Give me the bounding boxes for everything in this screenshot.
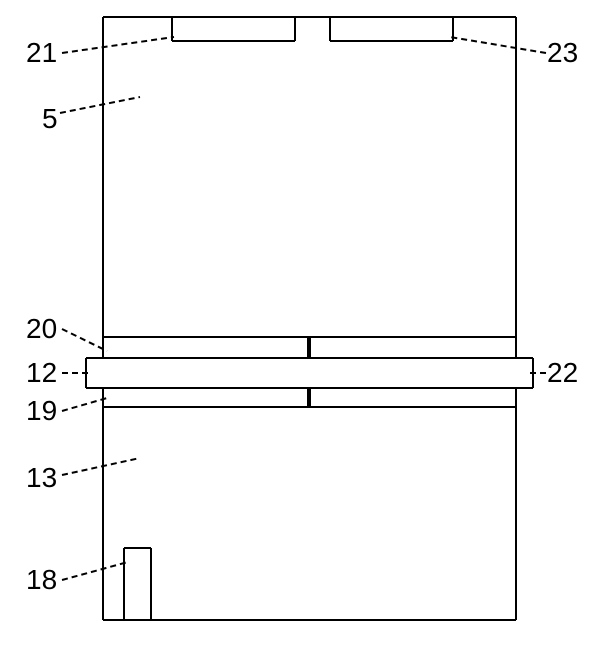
label-22: 22 <box>547 357 578 389</box>
technical-diagram <box>0 0 611 655</box>
label-18: 18 <box>26 564 57 596</box>
label-12: 12 <box>26 357 57 389</box>
label-13: 13 <box>26 462 57 494</box>
label-19: 19 <box>26 395 57 427</box>
label-20: 20 <box>26 313 57 345</box>
label-23: 23 <box>547 37 578 69</box>
label-21: 21 <box>26 37 57 69</box>
label-5: 5 <box>42 103 58 135</box>
